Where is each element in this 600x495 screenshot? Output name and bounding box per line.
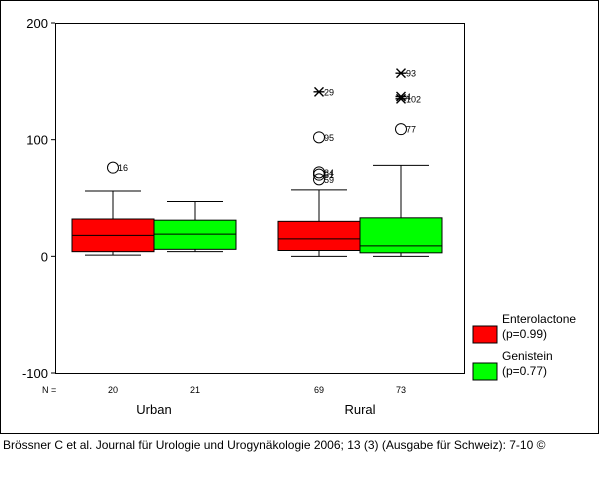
n-label: N = [42, 385, 56, 395]
citation-caption: Brössner C et al. Journal für Urologie u… [3, 438, 546, 452]
legend-swatch-genistein [472, 362, 498, 381]
box-enterolactone-rural [277, 220, 361, 251]
outlier-circle [395, 123, 407, 136]
outlier-star [395, 93, 407, 104]
outlier-circle [107, 161, 119, 174]
box-genistein-urban [153, 219, 237, 250]
outlier-star [395, 68, 407, 79]
chart-figure: -100 0 100 200 N = Urban 20 16 21 Rural 69 29 95 84 61… [0, 0, 599, 434]
legend: Enterolactone(p=0.99) Genistein(p=0.77) [472, 312, 576, 381]
plot-area: -100 0 100 200 N = Urban 20 16 21 Rural 69 29 95 8461… [22, 16, 465, 417]
plot-frame [55, 23, 465, 374]
legend-label-enterolactone: Enterolactone [502, 312, 576, 326]
outlier-circle [313, 131, 325, 144]
y-tick-label: -100 [22, 366, 48, 381]
y-tick-label: 0 [41, 249, 48, 264]
outlier-label: 29 [324, 87, 334, 97]
legend-swatch-enterolactone [472, 325, 498, 344]
y-tick-label: 100 [26, 133, 48, 148]
outlier-star [313, 86, 325, 97]
legend-pvalue-genistein: (p=0.77) [502, 364, 547, 378]
outlier-label: 93 [406, 69, 416, 79]
legend-label-genistein: Genistein [502, 349, 553, 363]
group-label-urban: Urban [136, 402, 171, 417]
outlier-label: 16 [118, 163, 128, 173]
outlier-circle [313, 168, 325, 181]
n-count: 21 [190, 385, 200, 395]
outlier-circle [313, 173, 325, 186]
y-tick-label: 200 [26, 16, 48, 31]
n-count: 73 [396, 385, 406, 395]
group-label-rural: Rural [344, 402, 375, 417]
n-count: 69 [314, 385, 324, 395]
legend-pvalue-enterolactone: (p=0.99) [502, 327, 547, 341]
outlier-label: 4 [406, 92, 411, 102]
n-count: 20 [108, 385, 118, 395]
outlier-label: 61 [324, 170, 334, 180]
boxplot-chart: -100 0 100 200 N = Urban 20 16 21 Rural 69 29 95 8461… [0, 0, 599, 434]
outlier-label: 95 [324, 133, 334, 143]
outlier-label: 77 [406, 125, 416, 135]
box-genistein-rural [359, 217, 443, 254]
outlier-label: 59 [324, 175, 334, 185]
outlier-label: 102 [406, 94, 421, 104]
outlier-label: 84 [324, 168, 334, 178]
